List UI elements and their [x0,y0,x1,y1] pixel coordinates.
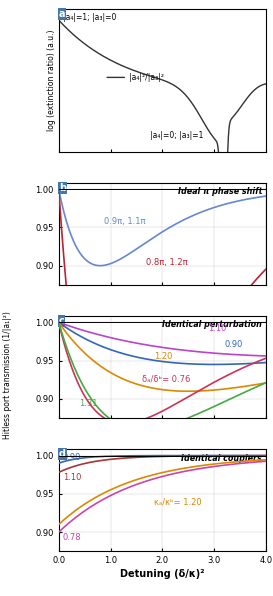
Text: a: a [59,9,65,19]
Text: |a₄|²/|a₃|²: |a₄|²/|a₃|² [129,73,164,82]
Text: Ideal π phase shift: Ideal π phase shift [177,187,262,196]
Text: κₐ/κᵇ= 1.20: κₐ/κᵇ= 1.20 [154,498,202,507]
Y-axis label: log (extinction ratio) (a.u.): log (extinction ratio) (a.u.) [47,29,56,131]
X-axis label: Detuning (δ/κ)²: Detuning (δ/κ)² [120,569,205,579]
Text: 1.20: 1.20 [154,352,173,361]
Text: 1.10: 1.10 [208,324,227,333]
Text: Hitless port transmission (1/|a₁|²): Hitless port transmission (1/|a₁|²) [3,312,12,439]
Text: Identical perturbation: Identical perturbation [162,320,262,329]
Text: c: c [59,316,64,326]
Text: d: d [59,449,66,460]
Text: 0.9π, 1.1π: 0.9π, 1.1π [104,217,146,226]
Text: b: b [59,183,66,193]
Text: 0.90: 0.90 [63,453,81,462]
Text: 0.78: 0.78 [63,533,81,542]
Text: 1.31: 1.31 [79,399,98,408]
Text: |a₄|=1; |a₃|=0: |a₄|=1; |a₃|=0 [63,13,116,22]
Text: Identical couplers: Identical couplers [181,454,262,462]
Text: 1.10: 1.10 [63,473,81,482]
Text: |a₄|=0; |a₃|=1: |a₄|=0; |a₃|=1 [150,131,203,140]
Text: δₐ/δᵇ= 0.76: δₐ/δᵇ= 0.76 [142,375,190,384]
Text: 0.8π, 1.2π: 0.8π, 1.2π [146,258,188,267]
Text: 0.90: 0.90 [225,340,243,349]
